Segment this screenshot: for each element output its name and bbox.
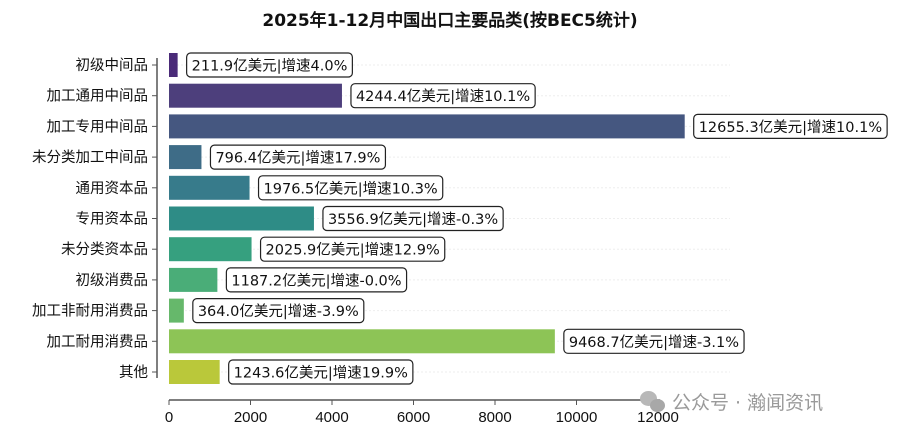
bar [169, 360, 220, 384]
data-label: 3556.9亿美元|增速-0.3% [328, 211, 498, 228]
category-label: 未分类资本品 [61, 241, 148, 258]
category-label: 未分类加工中间品 [32, 149, 148, 166]
bar [169, 53, 178, 77]
data-label: 9468.7亿美元|增速-3.1% [569, 334, 739, 351]
data-label: 364.0亿美元|增速-3.9% [198, 303, 359, 320]
x-tick-label: 4000 [315, 409, 348, 426]
bar [169, 175, 250, 200]
data-label-box [225, 267, 408, 293]
category-label: 加工耐用消费品 [47, 333, 149, 350]
watermark-text: 公众号 · 瀚闻资讯 [672, 392, 824, 414]
data-label: 12655.3亿美元|增速10.1% [699, 119, 882, 136]
data-label: 1243.6亿美元|增速19.9% [234, 365, 408, 382]
data-label-box [563, 328, 745, 354]
x-tick-label: 10000 [556, 409, 598, 426]
data-label: 4244.4亿美元|增速10.1% [356, 88, 530, 105]
data-label-box [693, 113, 888, 140]
bar [169, 145, 202, 170]
data-label-box [209, 144, 387, 170]
data-label: 796.4亿美元|增速17.9% [215, 150, 380, 167]
x-tick-label: 0 [165, 409, 173, 426]
bar [169, 114, 685, 139]
data-label: 211.9亿美元|增速4.0% [192, 58, 348, 75]
data-label-box [186, 52, 353, 78]
category-label: 专用资本品 [76, 211, 149, 228]
x-tick-label: 2000 [234, 409, 267, 426]
data-label: 2025.9亿美元|增速12.9% [266, 242, 440, 259]
category-label: 加工专用中间品 [47, 118, 149, 135]
data-label-box [322, 205, 504, 232]
bar [169, 206, 314, 231]
data-label-box [257, 175, 444, 201]
category-label: 加工通用中间品 [47, 88, 149, 105]
watermark: 公众号 · 瀚闻资讯 [640, 388, 823, 415]
data-label: 1976.5亿美元|增速10.3% [264, 180, 438, 197]
x-tick-label: 8000 [478, 409, 511, 426]
bar [169, 329, 555, 354]
chart-title: 2025年1-12月中国出口主要品类(按BEC5统计) [262, 11, 638, 31]
x-tick-label: 12000 [637, 409, 679, 426]
data-label-box [259, 236, 446, 262]
bar [169, 267, 218, 292]
wechat-icon [640, 390, 666, 413]
data-label-box [228, 359, 414, 385]
category-label: 初级消费品 [76, 272, 149, 289]
bar [169, 298, 184, 323]
data-label-box [192, 298, 365, 324]
x-tick-label: 6000 [397, 409, 430, 426]
category-label: 通用资本品 [76, 180, 149, 197]
category-label: 初级中间品 [76, 57, 149, 74]
bar [169, 83, 342, 108]
bar [169, 237, 252, 262]
category-label: 加工非耐用消费品 [32, 303, 148, 320]
category-label: 其他 [119, 364, 148, 381]
data-label: 1187.2亿美元|增速-0.0% [231, 272, 401, 289]
data-label-box [350, 83, 536, 109]
